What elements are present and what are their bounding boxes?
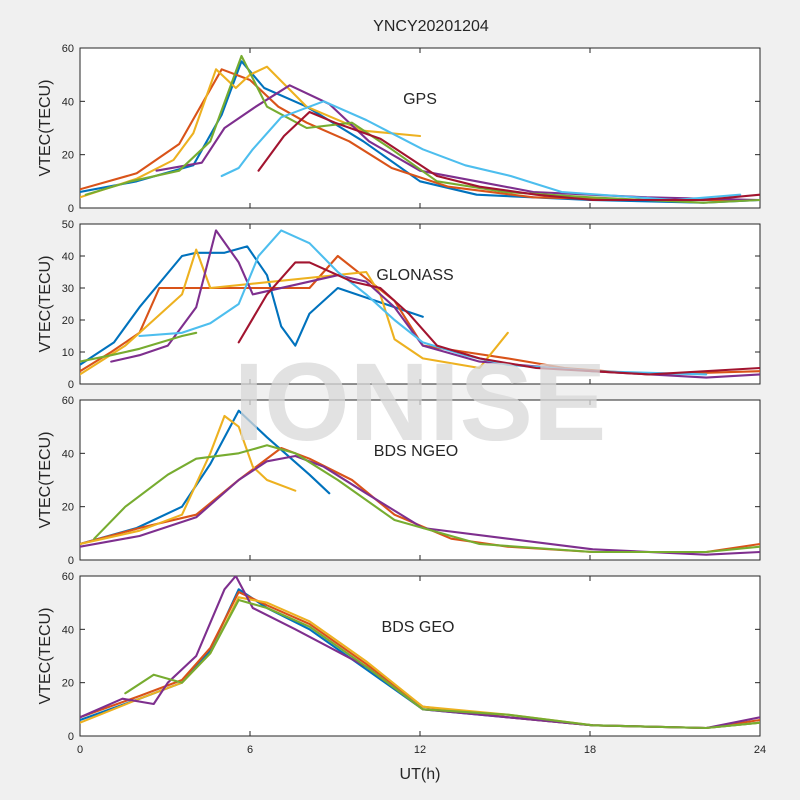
traces-group (80, 54, 760, 204)
figure-title: YNCY20201204 (373, 18, 489, 35)
series-line (80, 254, 760, 376)
traces-group (80, 576, 760, 730)
traces-group (80, 409, 760, 556)
watermark-text: IONISE (234, 341, 607, 464)
y-tick-label: 20 (62, 150, 74, 162)
series-line (84, 54, 760, 204)
y-axis-label: VTEC(TECU) (37, 80, 54, 177)
y-tick-label: 60 (62, 571, 74, 583)
panel-0: 0 20 40 60 VTEC(TECU) GPS (37, 43, 761, 215)
x-axis-label: UT(h) (400, 766, 441, 783)
y-tick-label: 40 (62, 624, 74, 636)
panel-label: BDS GEO (382, 619, 455, 636)
panel-3: 0 6 12 18 24 0 20 40 60 VTEC(TECU) BDS GEO (37, 571, 766, 756)
series-line (237, 261, 760, 376)
y-tick-label: 60 (62, 395, 74, 407)
y-tick-label: 60 (62, 43, 74, 55)
x-tick-label: 12 (414, 744, 426, 756)
x-tick-label: 24 (754, 744, 766, 756)
series-line (80, 414, 297, 546)
plot-area (79, 575, 761, 737)
y-tick-label: 20 (62, 678, 74, 690)
plot-area (79, 399, 761, 561)
y-axis-label: VTEC(TECU) (37, 608, 54, 705)
y-tick-label: 50 (62, 219, 74, 231)
series-line (124, 598, 760, 730)
y-axis-label: VTEC(TECU) (37, 432, 54, 529)
y-tick-label: 20 (62, 502, 74, 514)
y-tick-label: 40 (62, 448, 74, 460)
y-tick-label: 10 (62, 347, 74, 359)
y-axis-label: VTEC(TECU) (37, 256, 54, 353)
series-line (80, 409, 331, 546)
y-tick-label: 40 (62, 251, 74, 263)
y-tick-label: 0 (68, 203, 74, 215)
y-tick-label: 30 (62, 283, 74, 295)
series-line (80, 454, 760, 556)
plot-area (79, 47, 761, 209)
series-line (80, 65, 422, 199)
series-line (220, 100, 742, 202)
y-tick-label: 0 (68, 555, 74, 567)
series-line (80, 68, 760, 202)
series-line (80, 248, 509, 376)
panel-label: GLONASS (376, 267, 453, 284)
y-tick-label: 0 (68, 379, 74, 391)
panel-1: 0 10 20 30 40 50 VTEC(TECU) GLONASS (37, 219, 761, 391)
x-tick-label: 0 (77, 744, 83, 756)
panel-label: GPS (403, 91, 437, 108)
x-tick-label: 6 (247, 744, 253, 756)
panel-label: BDS NGEO (374, 443, 458, 460)
x-tick-label: 18 (584, 744, 596, 756)
y-tick-label: 40 (62, 96, 74, 108)
series-line (257, 110, 760, 202)
traces-group (80, 229, 760, 379)
panel-2: 0 20 40 60 VTEC(TECU) BDS NGEO (37, 395, 761, 567)
y-tick-label: 20 (62, 315, 74, 327)
y-tick-label: 0 (68, 731, 74, 743)
series-line (80, 331, 198, 363)
series-line (93, 444, 760, 554)
